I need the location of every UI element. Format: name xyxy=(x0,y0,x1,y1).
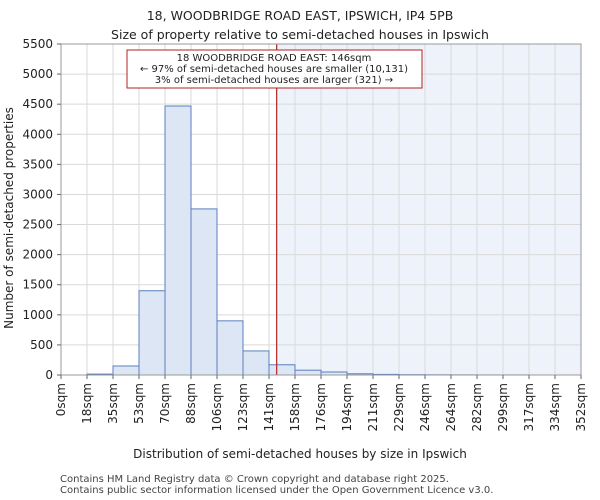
x-axis-ticks: 0sqm 18sqm 35sqm 53sqm 70sqm 88sqm 106sqm 123sq… xyxy=(54,375,588,431)
x-tick-label: 246sqm xyxy=(418,383,432,431)
bar xyxy=(112,365,140,376)
y-tick-label: 2500 xyxy=(22,218,53,232)
x-tick-label: 229sqm xyxy=(392,383,406,431)
y-axis-label: Number of semi-detached properties xyxy=(2,107,16,329)
y-axis-ticks: 0 500 1000 1500 2000 2500 3000 3500 4000 4500 5000… xyxy=(22,37,61,382)
y-tick-label: 3000 xyxy=(22,187,53,201)
bar xyxy=(216,320,244,376)
x-tick-label: 88sqm xyxy=(184,383,198,424)
x-tick-label: 106sqm xyxy=(210,383,224,431)
x-tick-label: 317sqm xyxy=(522,383,536,431)
bars xyxy=(86,105,530,376)
x-axis-label: Distribution of semi-detached houses by … xyxy=(133,447,467,461)
x-tick-label: 211sqm xyxy=(366,383,380,431)
x-tick-label: 18sqm xyxy=(80,383,94,424)
y-tick-label: 500 xyxy=(30,338,53,352)
x-tick-label: 282sqm xyxy=(470,383,484,431)
annotation-line-3: 3% of semi-detached houses are larger (3… xyxy=(155,75,393,86)
x-tick-label: 70sqm xyxy=(158,383,172,424)
y-tick-label: 1000 xyxy=(22,308,53,322)
y-tick-label: 5000 xyxy=(22,67,53,81)
bar xyxy=(294,369,322,376)
annotation-line-1: 18 WOODBRIDGE ROAD EAST: 146sqm xyxy=(177,53,372,64)
annotation-line-2: ← 97% of semi-detached houses are smalle… xyxy=(140,64,408,75)
chart-title: 18, WOODBRIDGE ROAD EAST, IPSWICH, IP4 5… xyxy=(146,8,454,23)
y-tick-label: 4000 xyxy=(22,127,53,141)
bar xyxy=(138,290,166,376)
footer-line-2: Contains public sector information licen… xyxy=(60,485,494,496)
y-tick-label: 4500 xyxy=(22,97,53,111)
x-tick-label: 158sqm xyxy=(288,383,302,431)
y-tick-label: 5500 xyxy=(22,37,53,51)
bar xyxy=(268,364,296,376)
bar xyxy=(164,105,192,376)
x-tick-label: 299sqm xyxy=(496,383,510,431)
highlight-region xyxy=(276,44,581,375)
x-tick-label: 35sqm xyxy=(106,383,120,424)
footer: Contains HM Land Registry data © Crown c… xyxy=(60,474,493,496)
x-tick-label: 0sqm xyxy=(54,383,68,416)
x-tick-label: 176sqm xyxy=(314,383,328,431)
y-tick-label: 3500 xyxy=(22,157,53,171)
x-tick-label: 334sqm xyxy=(548,383,562,431)
footer-line-1: Contains HM Land Registry data © Crown c… xyxy=(60,474,449,485)
annotation-box: 18 WOODBRIDGE ROAD EAST: 146sqm ← 97% of… xyxy=(126,49,423,89)
bar xyxy=(190,208,218,376)
x-tick-label: 352sqm xyxy=(574,383,588,431)
y-tick-label: 2000 xyxy=(22,248,53,262)
x-tick-label: 264sqm xyxy=(444,383,458,431)
y-tick-label: 0 xyxy=(45,368,53,382)
x-tick-label: 123sqm xyxy=(236,383,250,431)
x-tick-label: 194sqm xyxy=(340,383,354,431)
title-block: 18, WOODBRIDGE ROAD EAST, IPSWICH, IP4 5… xyxy=(0,6,600,44)
bar xyxy=(242,350,270,376)
y-tick-label: 1500 xyxy=(22,278,53,292)
chart-subtitle: Size of property relative to semi-detach… xyxy=(111,27,489,42)
x-tick-label: 53sqm xyxy=(132,383,146,424)
x-tick-label: 141sqm xyxy=(262,383,276,431)
